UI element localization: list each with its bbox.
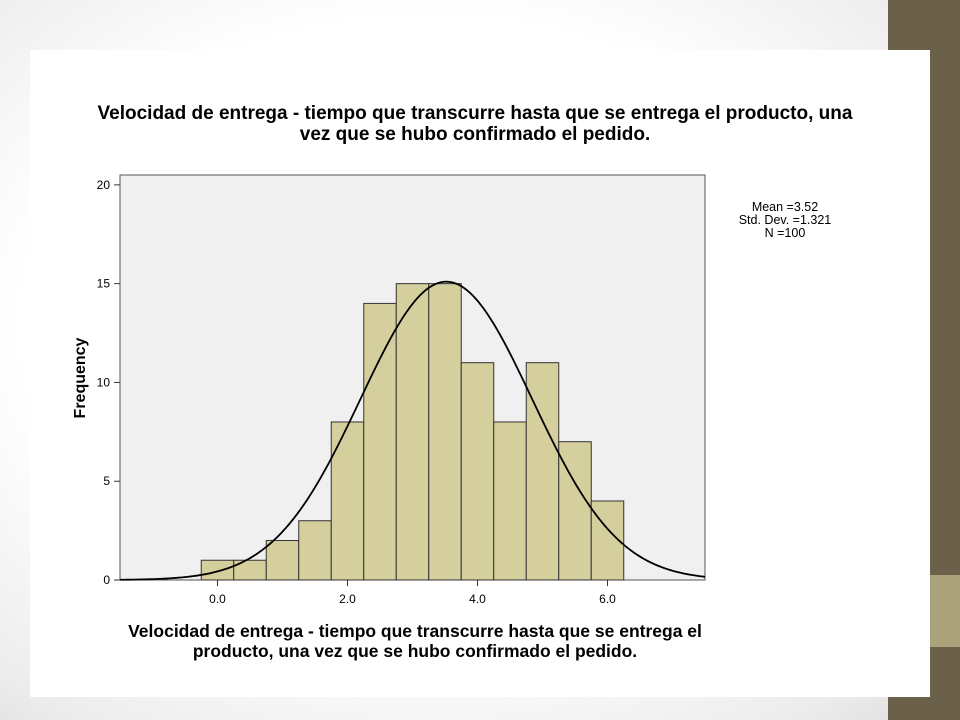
stat-n: N =100 — [764, 226, 806, 240]
x-tick-label-2: 4.0 — [469, 592, 486, 606]
stat-std-dev: Std. Dev. =1.321 — [738, 213, 832, 227]
slide-side-accent — [930, 575, 960, 647]
y-tick-label-1: 5 — [103, 474, 110, 488]
histogram-bar-2 — [265, 539, 300, 581]
x-tick-label-0: 0.0 — [209, 592, 226, 606]
histogram-bar-6 — [395, 283, 430, 581]
x-tick-label-1: 2.0 — [339, 592, 356, 606]
histogram-bar-0 — [200, 559, 235, 581]
stat-mean: Mean =3.52 — [751, 200, 819, 214]
x-axis-label: Velocidad de entrega - tiempo que transc… — [128, 621, 702, 661]
y-tick-label-4: 20 — [97, 178, 111, 192]
histogram-bar-7 — [428, 283, 462, 581]
histogram-bar-4 — [330, 421, 365, 581]
y-axis-label: Frequency — [72, 337, 89, 418]
y-tick-label-0: 0 — [103, 573, 110, 587]
axes: 0 5 10 15 20 0.0 2.0 4.0 6.0 — [97, 178, 617, 606]
histogram-bar-5 — [363, 302, 397, 581]
normal-curve — [119, 280, 706, 581]
histogram-bar-3 — [298, 520, 332, 581]
histogram-bar-9 — [493, 421, 527, 581]
y-tick-label-2: 10 — [97, 375, 111, 389]
chart-title: Velocidad de entrega - tiempo que transc… — [97, 103, 853, 145]
histogram-bars — [200, 283, 625, 581]
y-tick-label-3: 15 — [97, 277, 111, 291]
histogram-bar-8 — [460, 362, 495, 581]
stats-box: Mean =3.52 Std. Dev. =1.321 N =100 — [700, 201, 870, 240]
x-tick-label-3: 6.0 — [599, 592, 616, 606]
